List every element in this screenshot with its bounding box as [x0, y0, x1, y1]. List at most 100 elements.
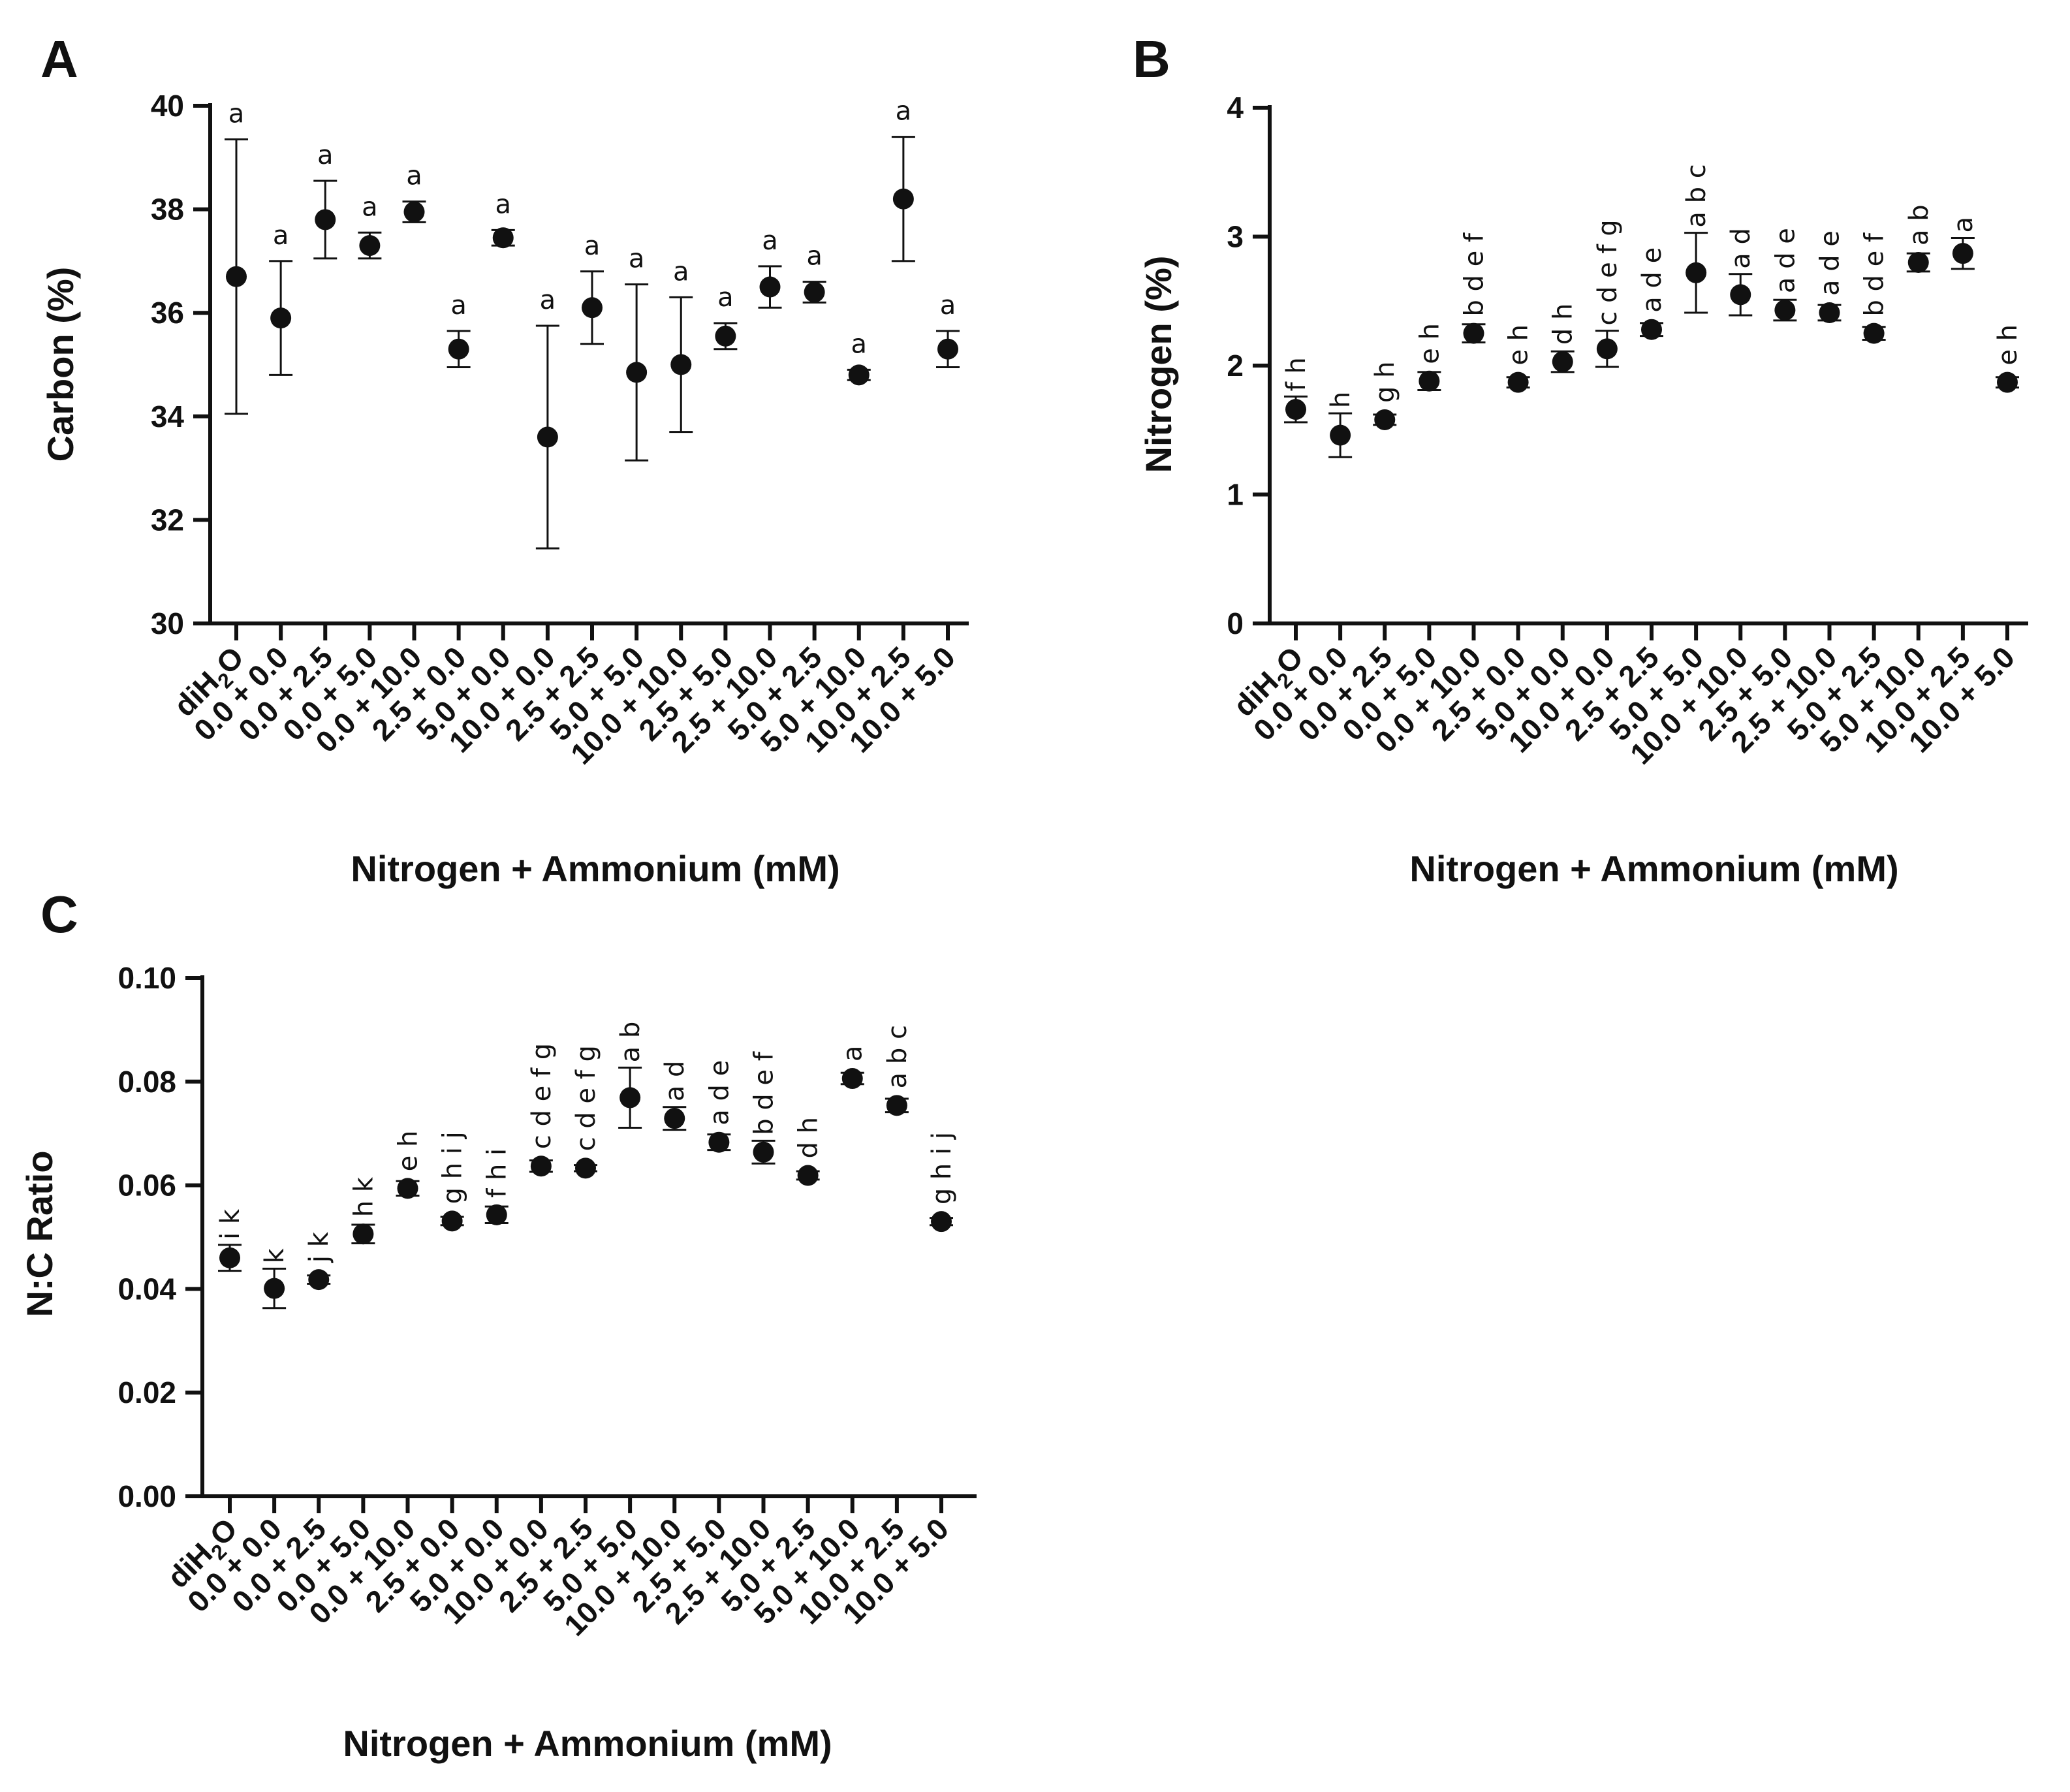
x-axis-title: Nitrogen + Ammonium (mM)	[343, 1723, 832, 1764]
data-point	[359, 235, 381, 257]
significance-label: a	[406, 161, 422, 191]
data-point	[1596, 338, 1618, 360]
data-point	[530, 1155, 552, 1177]
data-point	[1730, 284, 1751, 306]
significance-label: a	[673, 257, 689, 287]
significance-label: a	[896, 97, 912, 127]
significance-label: e h	[1504, 324, 1534, 366]
data-point	[708, 1131, 730, 1153]
significance-label: a	[838, 1046, 868, 1062]
data-point	[1641, 319, 1662, 340]
data-point	[270, 307, 292, 329]
y-tick-label: 38	[151, 193, 184, 227]
data-point	[1774, 300, 1796, 321]
data-point	[1330, 424, 1351, 446]
significance-label: a	[584, 231, 601, 261]
data-point	[264, 1278, 285, 1299]
data-point	[219, 1247, 240, 1268]
significance-label: a d	[660, 1061, 690, 1102]
y-tick-label: 34	[151, 400, 185, 433]
significance-label: a	[495, 189, 511, 219]
data-point	[1997, 371, 2018, 393]
significance-label: a b c	[1682, 164, 1712, 227]
significance-label: a	[717, 283, 734, 313]
data-point	[575, 1157, 596, 1179]
significance-label: j k	[304, 1231, 334, 1263]
y-axis-title: Nitrogen (%)	[1138, 256, 1179, 473]
data-point	[759, 276, 781, 298]
significance-label: d h	[1548, 304, 1578, 345]
panel-letter: B	[1133, 30, 1170, 88]
data-point	[1507, 371, 1529, 393]
y-tick-label: 1	[1227, 478, 1244, 512]
significance-label: k	[260, 1248, 290, 1263]
data-point	[1419, 370, 1440, 392]
significance-label: e h	[1993, 324, 2023, 366]
data-point	[886, 1095, 907, 1116]
data-point	[892, 188, 914, 210]
significance-label: a	[806, 242, 823, 272]
data-point	[664, 1108, 685, 1129]
significance-label: a d e	[1637, 247, 1667, 313]
significance-label: b d e f	[1460, 232, 1490, 317]
y-tick-label: 0.02	[118, 1375, 176, 1409]
y-tick-label: 0.08	[118, 1065, 176, 1099]
y-tick-label: 32	[151, 503, 184, 537]
data-point	[1374, 409, 1396, 430]
significance-label: a b	[1904, 204, 1934, 245]
data-point	[448, 338, 469, 360]
significance-label: b d e f	[749, 1051, 779, 1135]
data-point	[937, 338, 958, 360]
data-point	[537, 426, 558, 448]
significance-label: a d	[1726, 228, 1756, 269]
data-point	[308, 1269, 330, 1291]
data-point	[1952, 243, 1973, 264]
y-tick-label: 2	[1227, 349, 1244, 383]
significance-label: f h i	[482, 1148, 512, 1198]
y-tick-label: 36	[151, 296, 184, 330]
y-tick-label: 0.06	[118, 1169, 176, 1203]
y-tick-label: 0.04	[118, 1272, 176, 1306]
data-point	[1863, 322, 1885, 344]
significance-label: b d e f	[1860, 232, 1890, 317]
y-tick-label: 40	[151, 89, 184, 123]
data-point	[492, 227, 514, 249]
data-point	[626, 362, 648, 383]
data-point	[841, 1068, 863, 1090]
y-tick-label: 3	[1227, 220, 1244, 254]
data-point	[397, 1178, 418, 1199]
significance-label: a	[851, 329, 867, 359]
data-point	[1907, 252, 1929, 273]
significance-label: a	[317, 140, 334, 170]
significance-label: a	[540, 285, 556, 315]
significance-label: a	[940, 291, 956, 321]
data-point	[670, 354, 692, 375]
significance-label: c d e f g	[1593, 219, 1623, 325]
data-point	[1463, 322, 1484, 344]
data-point	[931, 1211, 952, 1233]
y-axis-title: N:C Ratio	[19, 1150, 60, 1317]
significance-label: d h	[794, 1117, 824, 1158]
significance-label: h	[1326, 392, 1356, 408]
significance-label: c d e f g	[527, 1043, 557, 1149]
x-axis-title: Nitrogen + Ammonium (mM)	[351, 848, 839, 889]
significance-label: a	[362, 192, 378, 222]
data-point	[441, 1210, 463, 1232]
y-tick-label: 30	[151, 606, 184, 640]
significance-label: f h	[1281, 357, 1311, 391]
y-axis-title: Carbon (%)	[40, 267, 81, 462]
data-point	[582, 297, 603, 319]
panel-letter: C	[40, 885, 78, 943]
significance-label: a	[629, 244, 645, 274]
data-point	[1819, 302, 1840, 324]
data-point	[619, 1087, 641, 1108]
significance-label: e h	[394, 1131, 424, 1172]
y-tick-label: 0.10	[118, 961, 176, 995]
significance-label: a	[273, 221, 289, 251]
significance-label: a d e	[704, 1060, 734, 1125]
significance-label: a d e	[1815, 230, 1845, 296]
significance-label: g h i j	[927, 1132, 957, 1204]
data-point	[1552, 351, 1573, 373]
